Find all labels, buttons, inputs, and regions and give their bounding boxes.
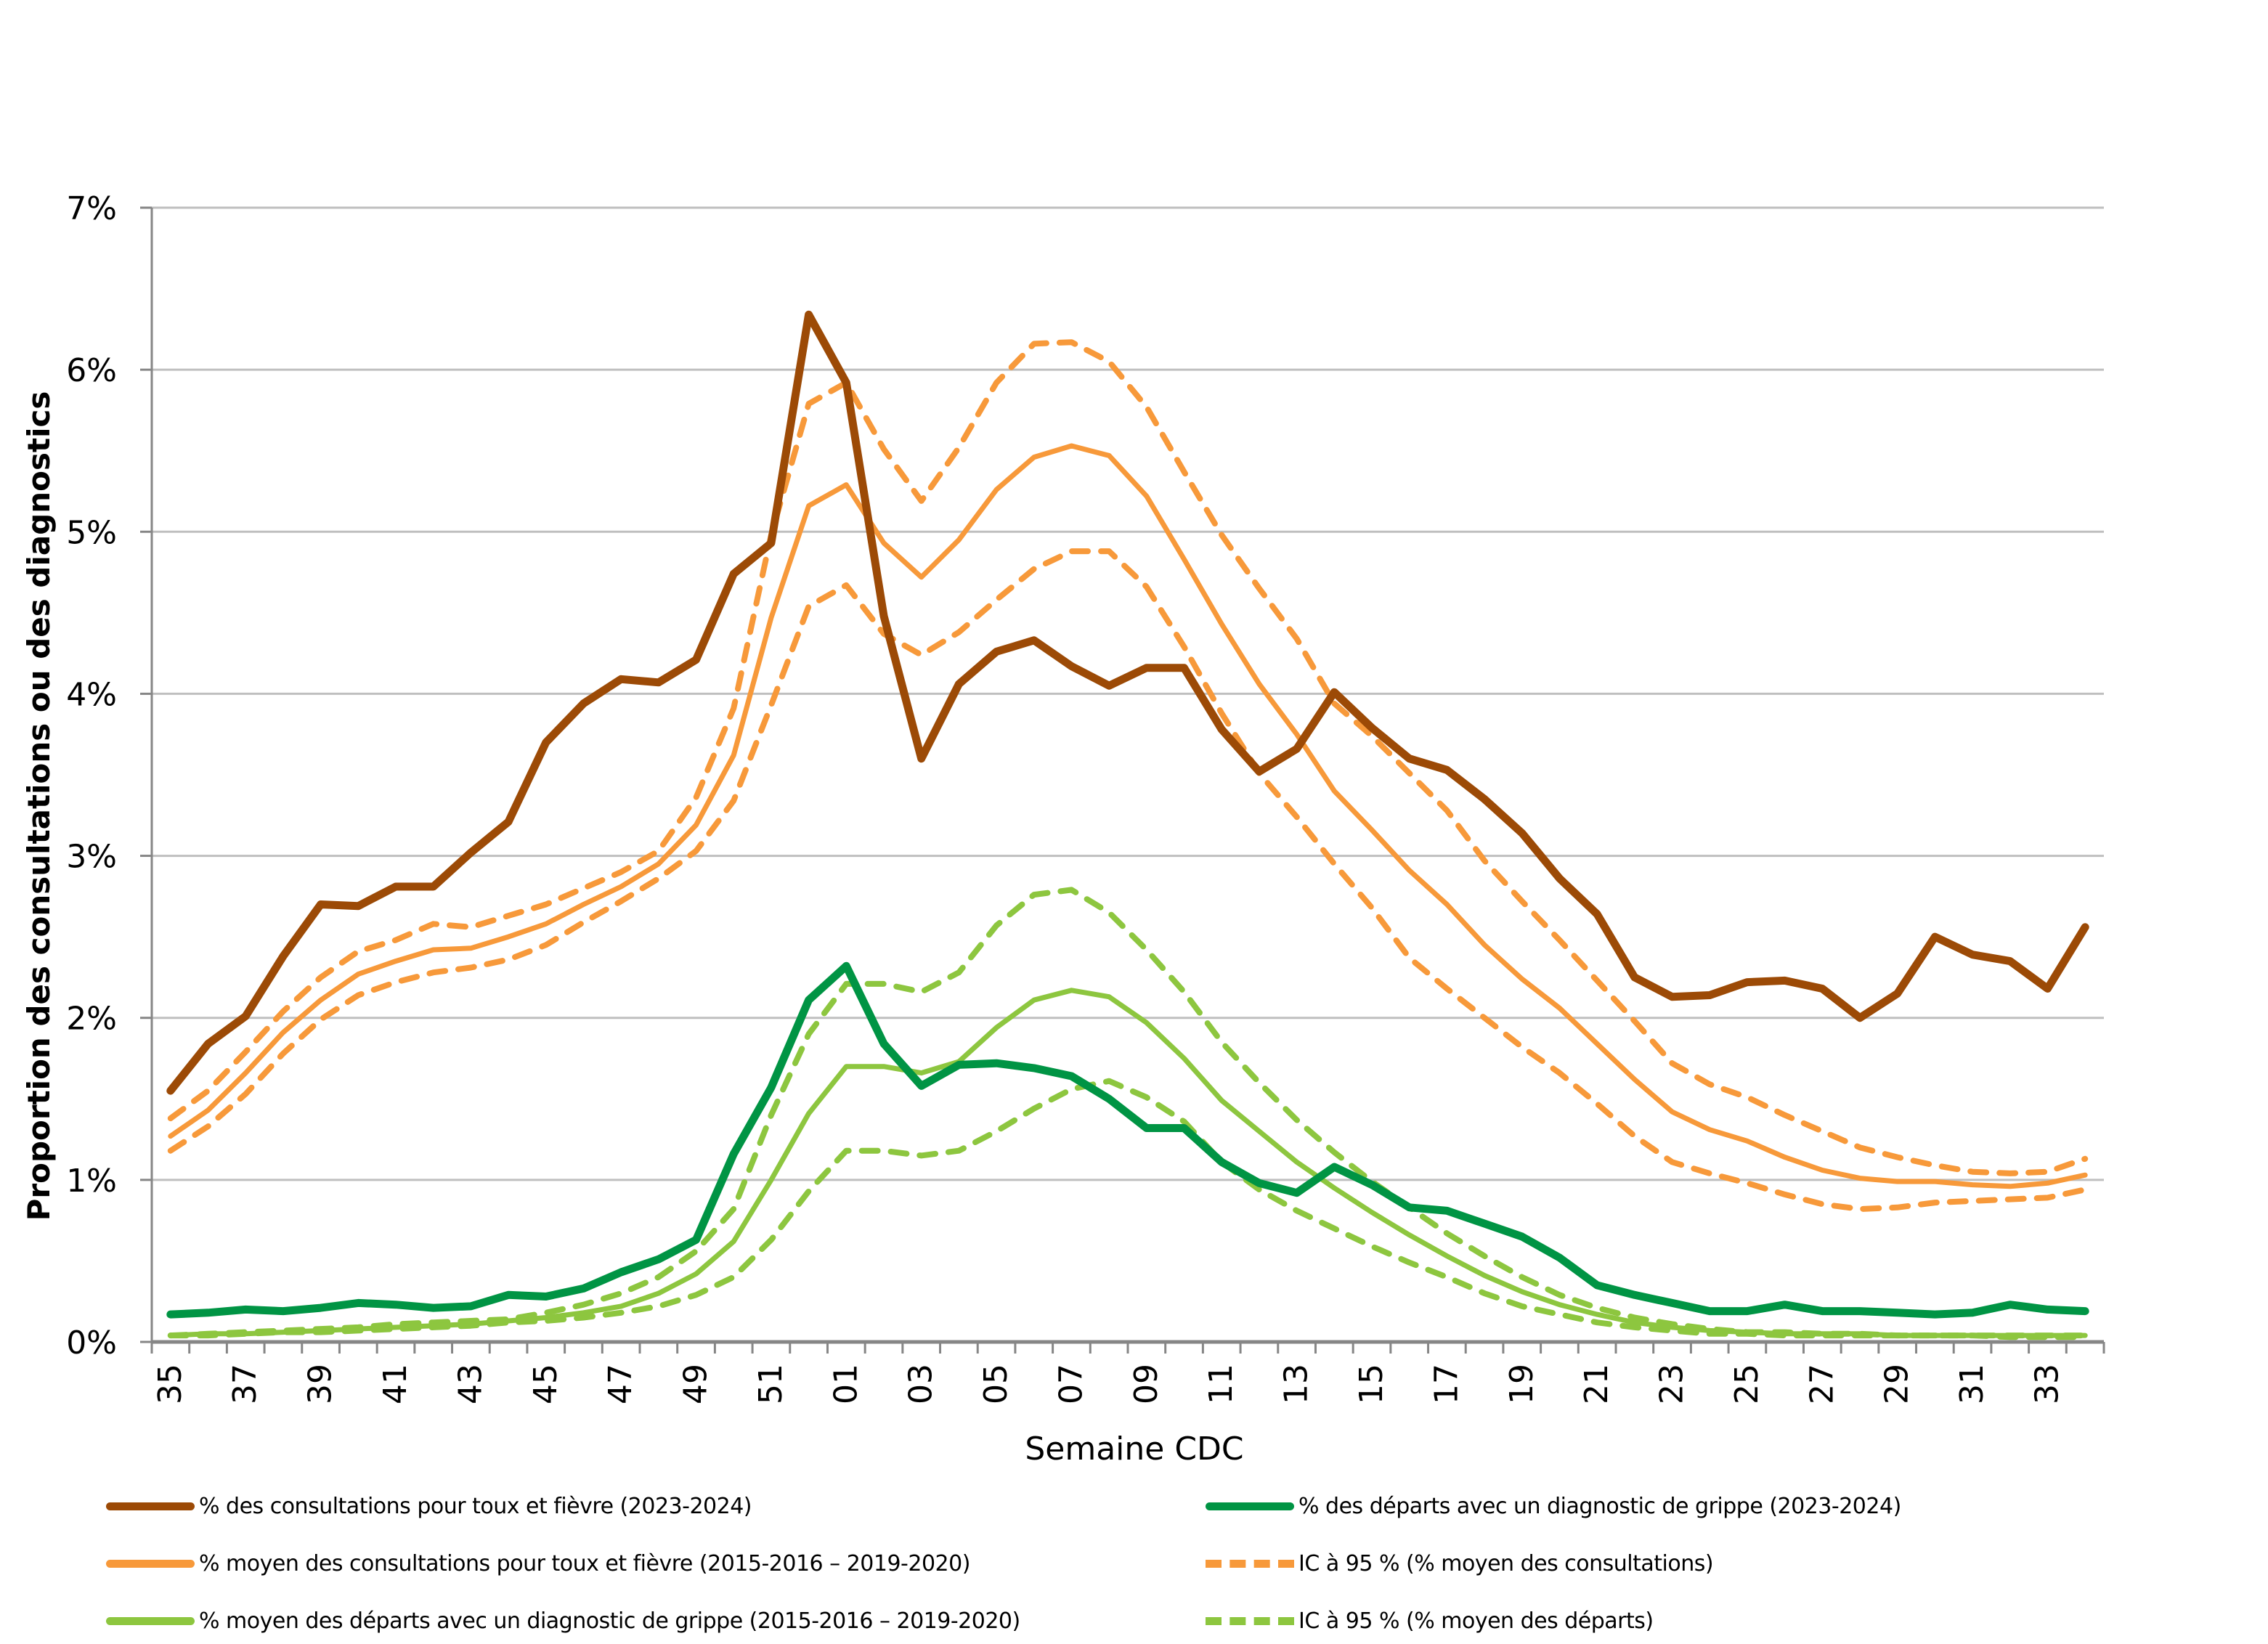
- x-tick-label: 33: [2028, 1364, 2065, 1404]
- y-tick-label: 5%: [66, 514, 117, 551]
- legend-swatch-lightgreen-dashed: [1206, 1616, 1294, 1625]
- legend: % des consultations pour toux et fièvre …: [0, 1481, 2268, 1644]
- x-tick-label: 37: [227, 1364, 264, 1404]
- y-tick-labels: 0% 1% 2% 3% 4% 5% 6% 7%: [66, 190, 117, 1362]
- x-tick-label: 09: [1128, 1364, 1165, 1404]
- x-tick-label: 21: [1578, 1364, 1615, 1404]
- series-line-4: [168, 988, 2088, 1338]
- y-tick-label: 7%: [66, 190, 117, 227]
- x-tick-label: 49: [678, 1364, 715, 1404]
- x-tick-label: 03: [903, 1364, 940, 1404]
- x-tick-label: 05: [977, 1364, 1015, 1404]
- legend-item-consultations-2023-2024: % des consultations pour toux et fièvre …: [106, 1484, 752, 1528]
- y-tick-label: 0%: [66, 1324, 117, 1362]
- series-line-0: [166, 310, 2089, 1095]
- series-line-ci-upper-3: [167, 339, 2089, 1176]
- x-tick-label: 11: [1203, 1364, 1240, 1404]
- x-tick-label: 45: [527, 1364, 564, 1404]
- y-tick-label: 3%: [66, 839, 117, 876]
- legend-swatch-brown-solid: [106, 1502, 195, 1510]
- legend-swatch-green-solid: [1206, 1502, 1294, 1510]
- y-tick-label: 6%: [66, 352, 117, 389]
- series-lines: [166, 310, 2089, 1340]
- x-tick-label: 01: [827, 1364, 864, 1404]
- legend-swatch-orange-solid: [106, 1559, 195, 1568]
- legend-label: % des consultations pour toux et fièvre …: [199, 1493, 752, 1519]
- y-tick-label: 4%: [66, 676, 117, 713]
- legend-swatch-lightgreen-solid: [106, 1616, 195, 1625]
- series-line-ci-lower-3: [167, 548, 2089, 1212]
- series-line-ci-lower-5: [167, 1078, 2089, 1340]
- x-tick-label: 39: [302, 1364, 339, 1404]
- legend-item-consultations-mean: % moyen des consultations pour toux et f…: [106, 1542, 970, 1585]
- x-tick-label: 07: [1052, 1364, 1089, 1404]
- y-axis-title: Proportion des consultations ou des diag…: [21, 391, 57, 1221]
- x-tick-label: 43: [452, 1364, 489, 1404]
- legend-swatch-orange-dashed: [1206, 1559, 1294, 1568]
- y-tick-label: 2%: [66, 1001, 117, 1038]
- legend-item-grippe-ci: IC à 95 % (% moyen des départs): [1206, 1599, 1654, 1643]
- x-tick-label: 29: [1879, 1364, 1916, 1404]
- x-tick-label: 23: [1654, 1364, 1691, 1404]
- legend-label: IC à 95 % (% moyen des départs): [1298, 1608, 1654, 1634]
- x-tick-label: 31: [1954, 1364, 1991, 1404]
- x-tick-label: 27: [1803, 1364, 1840, 1404]
- line-chart: 0% 1% 2% 3% 4% 5% 6% 7% 35 37 39 41 43 45 47 49 51 01 03 0…: [21, 190, 2105, 1468]
- legend-label: % des départs avec un diagnostic de grip…: [1298, 1493, 1901, 1519]
- x-tick-label: 51: [752, 1364, 789, 1404]
- x-tick-label: 15: [1353, 1364, 1390, 1404]
- x-axis-title: Semaine CDC: [1025, 1431, 1243, 1468]
- legend-label: IC à 95 % (% moyen des consultations): [1298, 1550, 1714, 1576]
- axes: [140, 206, 2105, 1354]
- x-tick-label: 13: [1278, 1364, 1315, 1404]
- series-line-2: [168, 443, 2088, 1189]
- gridlines: [152, 206, 2104, 1181]
- legend-item-grippe-2023-2024: % des départs avec un diagnostic de grip…: [1206, 1484, 1901, 1528]
- x-tick-label: 19: [1503, 1364, 1540, 1404]
- y-tick-label: 1%: [66, 1163, 117, 1200]
- x-tick-label: 17: [1428, 1364, 1465, 1404]
- series-line-1: [166, 961, 2089, 1319]
- x-tick-label: 35: [152, 1364, 189, 1404]
- x-tick-labels: 35 37 39 41 43 45 47 49 51 01 03 05 07 09 11 13 15 17 19 21…: [152, 1364, 2066, 1404]
- x-tick-label: 47: [602, 1364, 639, 1404]
- legend-label: % moyen des consultations pour toux et f…: [199, 1550, 970, 1576]
- legend-item-grippe-mean: % moyen des départs avec un diagnostic d…: [106, 1599, 1020, 1643]
- legend-label: % moyen des départs avec un diagnostic d…: [199, 1608, 1020, 1634]
- x-tick-label: 25: [1728, 1364, 1765, 1404]
- legend-item-consultations-ci: IC à 95 % (% moyen des consultations): [1206, 1542, 1714, 1585]
- x-tick-label: 41: [377, 1364, 414, 1404]
